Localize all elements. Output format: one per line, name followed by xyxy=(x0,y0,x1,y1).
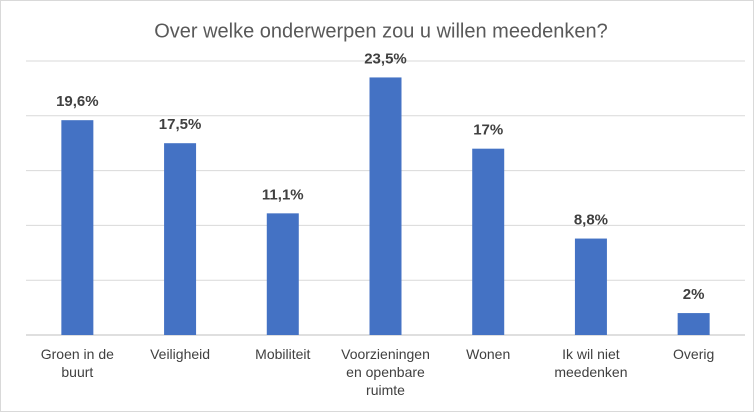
x-tick-label: Wonen xyxy=(466,346,511,362)
bar xyxy=(266,213,299,335)
x-tick-label: Overig xyxy=(673,346,715,362)
x-tick-label: Voorzieningen en openbare ruimte xyxy=(341,346,430,398)
x-tick-label: Mobiliteit xyxy=(255,346,311,362)
x-tick-label: Ik wil niet meedenken xyxy=(554,346,628,380)
data-label: 2% xyxy=(683,286,705,303)
data-label: 23,5% xyxy=(364,50,407,67)
chart-title: Over welke onderwerpen zou u willen meed… xyxy=(154,20,608,42)
data-label: 17% xyxy=(473,122,503,139)
x-tick-label: Veiligheid xyxy=(150,346,211,362)
data-label: 19,6% xyxy=(56,93,99,110)
bar xyxy=(61,120,94,336)
bar xyxy=(472,148,505,335)
bar xyxy=(369,77,402,335)
data-label: 11,1% xyxy=(262,186,304,203)
data-label: 17,5% xyxy=(159,116,202,133)
data-label: 8,8% xyxy=(574,212,608,229)
bar xyxy=(574,238,607,335)
bar xyxy=(164,143,197,335)
bar xyxy=(677,313,710,335)
x-tick-label: Groen in de buurt xyxy=(40,346,114,380)
